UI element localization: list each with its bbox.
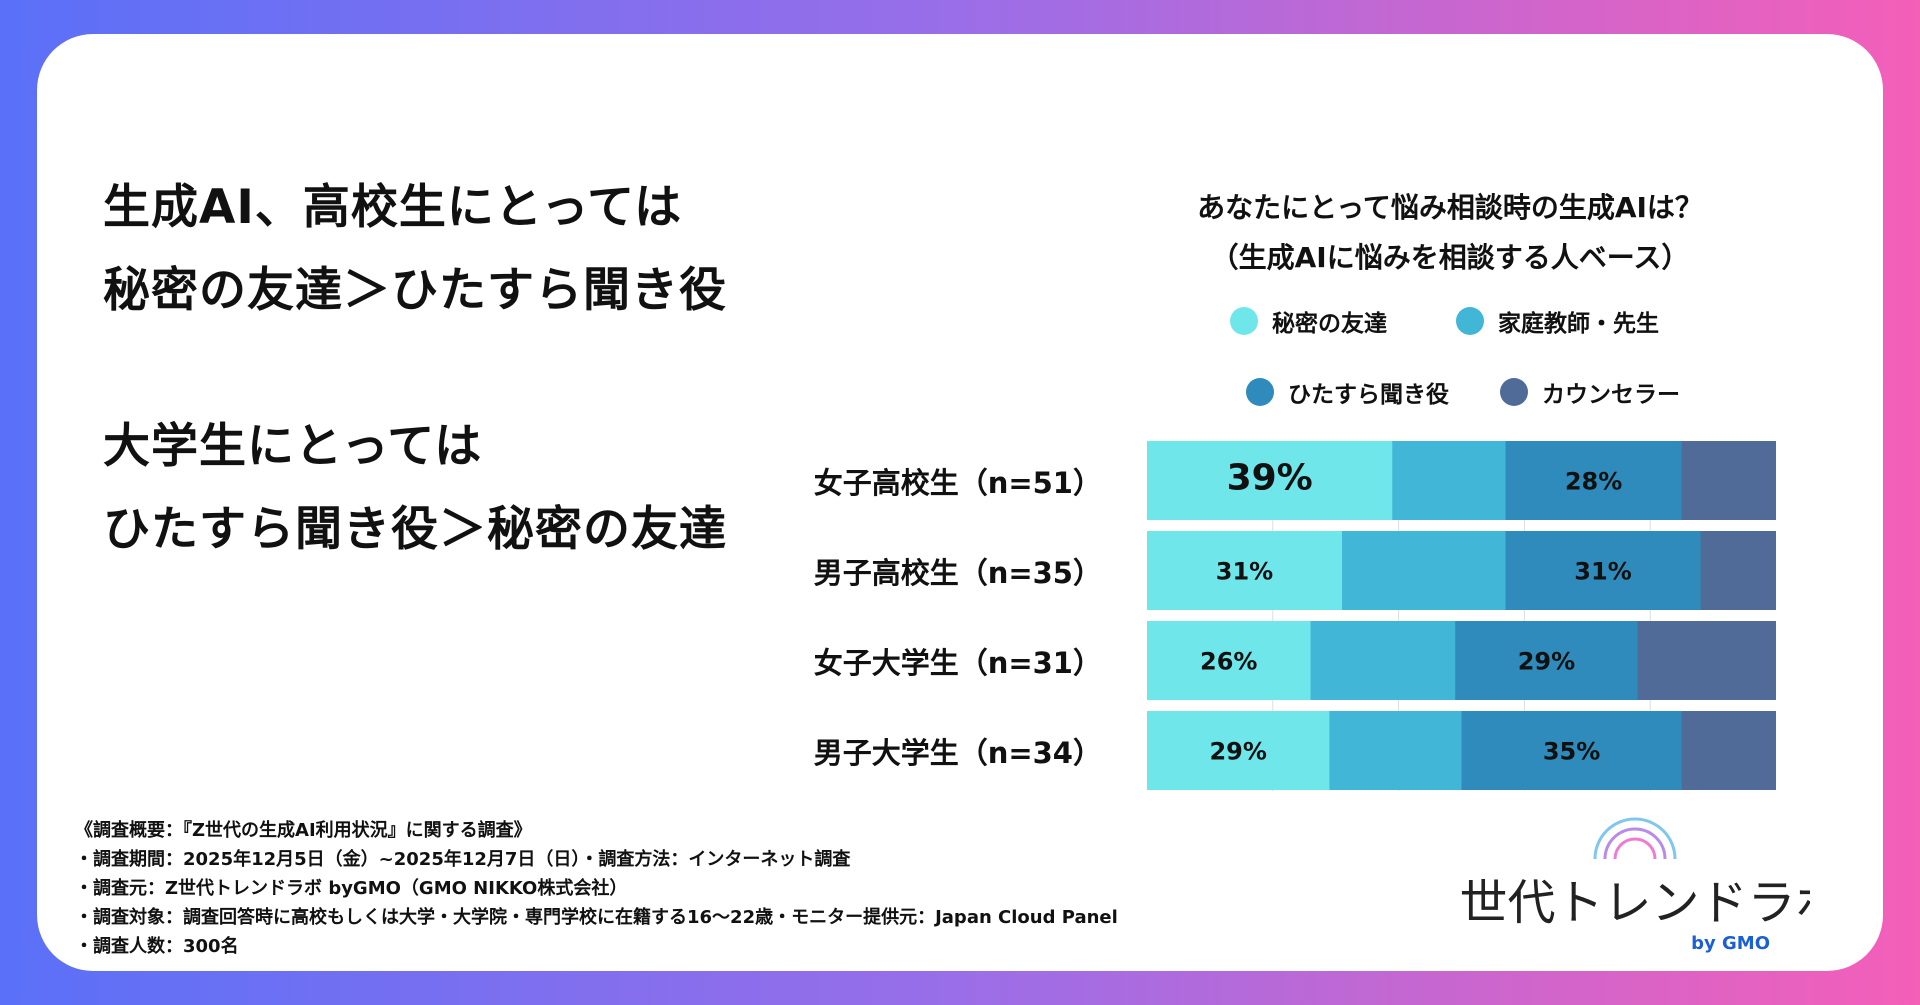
legend-item-secret-friend: 秘密の友達 (1230, 304, 1387, 338)
bar-segment (1505, 441, 1683, 520)
legend-label: 家庭教師・先生 (1498, 311, 1659, 337)
data-label: 35% (1543, 738, 1600, 766)
legend-item-listener: ひたすら聞き役 (1246, 375, 1449, 409)
row-label: 男子大学生（n=34） (813, 736, 1102, 770)
bar-segment (1505, 531, 1702, 610)
legend-item-counselor: カウンセラー (1500, 375, 1680, 409)
legend-swatch (1500, 378, 1528, 406)
footnote: ・調査人数：300名 (75, 936, 239, 957)
row-label: 女子高校生（n=51） (813, 466, 1102, 500)
data-label: 39% (1227, 458, 1313, 499)
legend-swatch (1230, 307, 1258, 335)
legend-swatch (1456, 307, 1484, 335)
legend-item-tutor: 家庭教師・先生 (1456, 304, 1659, 338)
signal-icon (1593, 817, 1677, 860)
bar-segment (1637, 621, 1776, 700)
legend-label: 秘密の友達 (1272, 311, 1387, 337)
bar-segment (1310, 621, 1456, 700)
headline-line-1: 生成AI、高校生にとっては (103, 180, 683, 235)
headline-line-2: 秘密の友達＞ひたすら聞き役 (103, 263, 727, 318)
footnote: ・調査対象：調査回答時に高校もしくは大学・大学院・専門学校に在籍する16〜22歳… (75, 907, 1118, 928)
bar-segment (1461, 711, 1683, 790)
headline-line-3: 大学生にとっては (103, 419, 483, 474)
row-label: 女子大学生（n=31） (813, 646, 1102, 680)
footnote: 《調査概要：『Z世代の生成AI利用状況』に関する調査》 (75, 820, 532, 841)
data-label: 29% (1209, 738, 1266, 766)
legend-label: カウンセラー (1542, 382, 1680, 408)
bar-segment (1147, 441, 1393, 520)
logo-by-gmo: by GMO (1691, 933, 1770, 954)
legend-label: ひたすら聞き役 (1288, 382, 1449, 408)
bar-segment (1392, 441, 1507, 520)
bar-segment (1700, 531, 1776, 610)
bar-segment (1681, 711, 1776, 790)
logo-wordmark: Z世代トレンドラボ (1460, 875, 1810, 931)
footnote: ・調査期間：2025年12月5日（金）~2025年12月7日（日）・調査方法：イ… (75, 849, 851, 870)
z-generation-trend-lab-logo: Z世代トレンドラボ by GMO (1460, 817, 1810, 954)
data-label: 31% (1216, 558, 1273, 586)
data-label: 31% (1574, 558, 1631, 586)
bar-segment (1329, 711, 1462, 790)
chart-subtitle: （生成AIに悩みを相談する人ベース） (1210, 241, 1690, 274)
headline-line-4: ひたすら聞き役＞秘密の友達 (103, 502, 727, 557)
legend-swatch (1246, 378, 1274, 406)
bar-segment (1147, 531, 1343, 610)
data-label: 28% (1565, 468, 1622, 496)
stacked-bar-chart: 39% 28% 31% 31% 26% 29% 29% 35% (1147, 441, 1776, 791)
row-label: 男子高校生（n=35） (813, 556, 1102, 590)
bar-segment (1681, 441, 1776, 520)
data-label: 29% (1518, 648, 1575, 676)
bar-segment (1147, 621, 1312, 700)
footnote: ・調査元：Z世代トレンドラボ byGMO（GMO NIKKO株式会社） (75, 878, 628, 899)
bar-segment (1341, 531, 1507, 610)
chart-title: あなたにとって悩み相談時の生成AIは？ (1197, 191, 1703, 224)
bar-segment (1455, 621, 1639, 700)
data-label: 26% (1200, 648, 1257, 676)
bar-segment (1147, 711, 1330, 790)
